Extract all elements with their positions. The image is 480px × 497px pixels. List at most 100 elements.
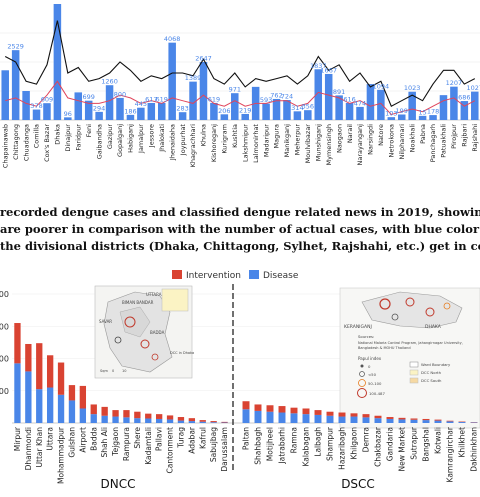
dncc-intervention-bar bbox=[123, 410, 129, 417]
dncc-tick-label: Darussalam bbox=[220, 427, 229, 472]
dscc-disease-bar bbox=[243, 409, 250, 423]
ward-boundary-swatch bbox=[410, 362, 418, 367]
dscc-tick-label: Gandaria bbox=[386, 427, 395, 461]
district-tick-label: Jamalpur bbox=[137, 124, 145, 154]
district-tick-label: Moulvibazar bbox=[304, 124, 312, 164]
district-bar-label: 1094 bbox=[373, 82, 390, 90]
dncc-tick-label: Sabujbag bbox=[209, 427, 218, 462]
district-bar-label: 699 bbox=[82, 93, 94, 101]
dscc-intervention-bar bbox=[435, 420, 442, 421]
district-bar bbox=[210, 103, 218, 120]
dscc-tick-label: Khilgaon bbox=[350, 427, 359, 460]
dncc-intervention-bar bbox=[221, 422, 227, 423]
district-bar bbox=[325, 74, 333, 120]
dscc-intervention-bar bbox=[291, 408, 298, 414]
dncc-tick-label: Cantonment bbox=[166, 427, 175, 474]
dncc-tick-label: Dhanmondi bbox=[24, 427, 33, 470]
dcc-south-swatch bbox=[410, 378, 418, 383]
district-bar bbox=[22, 91, 30, 120]
inset-label-badda: BADDA bbox=[150, 330, 165, 335]
district-tick-label: Jessore bbox=[148, 124, 156, 148]
dncc-disease-bar bbox=[145, 418, 151, 423]
district-bar-label: 1389 bbox=[185, 74, 202, 82]
ward-legend-south: DCC South bbox=[421, 378, 442, 383]
dscc-disease-bar bbox=[291, 413, 298, 423]
district-tick-label: Jhalokati bbox=[158, 124, 166, 153]
dncc-disease-bar bbox=[189, 421, 195, 423]
inset-sources-label: Sources: bbox=[358, 334, 374, 339]
district-bar-label: 219 bbox=[239, 106, 251, 114]
dscc-disease-bar bbox=[435, 421, 442, 423]
papul-legend-dot bbox=[361, 365, 364, 368]
dscc-disease-bar bbox=[459, 422, 466, 423]
dscc-disease-bar bbox=[375, 418, 382, 423]
legend: Intervention Disease bbox=[172, 270, 299, 281]
dncc-disease-bar bbox=[167, 419, 173, 423]
dncc-disease-bar bbox=[91, 414, 97, 423]
dncc-disease-bar bbox=[25, 371, 31, 423]
district-tick-label: Gazipur bbox=[106, 124, 114, 149]
dncc-axis-label: DNCC bbox=[101, 477, 136, 491]
dncc-tick-label: Badda bbox=[89, 427, 98, 451]
district-tick-label: Pabna bbox=[419, 124, 427, 144]
dscc-intervention-bar bbox=[327, 412, 334, 416]
ward-legend-north: DCC North bbox=[421, 370, 442, 375]
dncc-disease-bar bbox=[112, 417, 118, 423]
dscc-tick-label: Kotwali bbox=[434, 427, 443, 454]
dscc-inset-map: KERANIGANJ DHAKA Sources: National Malar… bbox=[340, 288, 480, 428]
district-bar-label: 619 bbox=[208, 95, 220, 103]
district-tick-label: Narsingdi bbox=[367, 124, 375, 155]
dscc-disease-bar bbox=[267, 412, 274, 423]
district-tick-label: Panchagarh bbox=[429, 124, 437, 162]
district-tick-label: Madaripur bbox=[262, 124, 270, 157]
district-bar bbox=[75, 92, 83, 120]
dscc-intervention-bar bbox=[375, 416, 382, 418]
legend-label-intervention: Intervention bbox=[186, 271, 241, 281]
dscc-intervention-bar bbox=[387, 417, 394, 419]
district-tick-label: Habiganj bbox=[127, 124, 135, 153]
district-tick-label: Dinajpur bbox=[64, 124, 72, 152]
district-bar-label: 1023 bbox=[404, 84, 421, 92]
dncc-intervention-bar bbox=[167, 415, 173, 419]
dncc-tick-label: Adabar bbox=[187, 426, 196, 454]
dncc-intervention-bar bbox=[36, 343, 42, 389]
district-tick-label: Khulna bbox=[200, 124, 208, 146]
district-tick-label: Kurigram bbox=[221, 124, 229, 154]
district-bar bbox=[43, 103, 51, 120]
dncc-intervention-bar bbox=[69, 385, 75, 400]
dncc-intervention-bar bbox=[178, 417, 184, 421]
dncc-intervention-bar bbox=[200, 420, 206, 422]
district-bar bbox=[304, 110, 312, 120]
legend-swatch-disease bbox=[249, 270, 259, 279]
district-bar bbox=[346, 103, 354, 120]
inset-label-biman-bandar: BIMAN BANDAR bbox=[122, 300, 154, 305]
dscc-disease-bar bbox=[255, 411, 262, 423]
district-tick-label: Magura bbox=[273, 124, 281, 149]
district-bar bbox=[158, 103, 166, 120]
district-bar-label: 283 bbox=[176, 105, 188, 113]
district-bar-label: 686 bbox=[458, 94, 470, 102]
dncc-disease-bar bbox=[178, 421, 184, 423]
district-bar bbox=[471, 92, 479, 120]
dscc-disease-bar bbox=[315, 415, 322, 423]
dscc-tick-label: New Market bbox=[398, 427, 407, 472]
caption-line-3: the divisional districts (Dhaka, Chittag… bbox=[0, 238, 480, 255]
district-bar-label: 4068 bbox=[164, 35, 181, 43]
district-tick-label: Mymensingh bbox=[325, 124, 333, 165]
dncc-disease-bar bbox=[101, 416, 107, 423]
district-bar-label: 96 bbox=[64, 110, 72, 118]
district-bar bbox=[179, 112, 187, 120]
papul-legend-2: 50-100 bbox=[368, 381, 382, 386]
dscc-disease-bar bbox=[339, 417, 346, 423]
dncc-tick-label: Pallavi bbox=[155, 427, 164, 451]
dncc-intervention-bar bbox=[58, 363, 64, 395]
district-bar bbox=[356, 107, 364, 120]
dncc-intervention-bar bbox=[156, 414, 162, 419]
dncc-tick-label: Mohammadpur bbox=[57, 426, 66, 484]
dscc-intervention-bar bbox=[267, 405, 274, 411]
district-bar bbox=[241, 114, 249, 120]
district-bar bbox=[440, 95, 448, 120]
dscc-intervention-bar bbox=[447, 421, 454, 422]
dscc-intervention-bar bbox=[315, 410, 322, 415]
